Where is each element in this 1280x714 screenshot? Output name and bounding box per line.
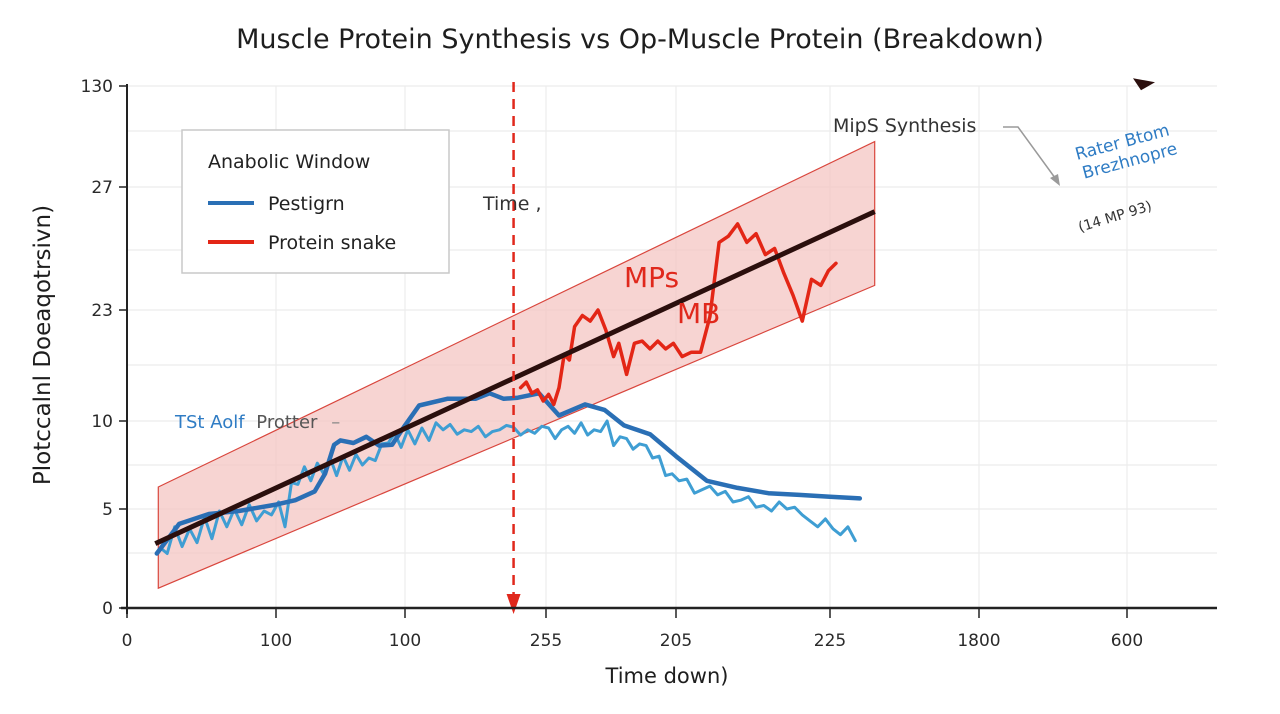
x-tick-label: 0 — [122, 631, 133, 651]
x-tick-label: 255 — [530, 631, 562, 651]
annotation-arrow-head — [1050, 174, 1060, 186]
series-pestigrn-smoothed — [154, 391, 863, 556]
annotation-mips-synthesis: MipS Synthesis — [833, 115, 976, 137]
axes — [121, 84, 1217, 614]
x-tick-label: 205 — [660, 631, 692, 651]
y-axis-ticks: 0 5 10 23 27 130 — [81, 77, 127, 619]
y-tick-label: 0 — [102, 599, 113, 619]
x-tick-label: 100 — [389, 631, 421, 651]
chart-title: Muscle Protein Synthesis vs Op-Muscle Pr… — [236, 24, 1044, 55]
vertical-marker-group — [506, 82, 521, 614]
vertical-marker-arrow — [506, 594, 521, 614]
legend: Anabolic Window Pestigrn Protein snake — [181, 129, 450, 274]
y-tick-label: 130 — [81, 77, 113, 97]
y-tick-label: 5 — [102, 500, 113, 520]
annotation-tst-aolf-protter: TSt Aolf Protter – — [174, 412, 340, 433]
x-tick-label: 225 — [814, 631, 846, 651]
annotation-arrow-line — [1003, 126, 1059, 183]
legend-label-pestigrn: Pestigrn — [268, 193, 345, 215]
legend-title: Anabolic Window — [208, 151, 370, 173]
annotation-dash: – — [331, 412, 340, 433]
legend-label-protein-snake: Protein snake — [268, 232, 396, 254]
x-tick-label: 100 — [260, 631, 292, 651]
y-axis-label: Plotccalnl Doeaqotrsivn) — [30, 205, 56, 485]
trend-line — [154, 209, 876, 546]
y-tick-label: 10 — [91, 412, 113, 432]
annotation-mp-93: (14 MP 93) — [1076, 198, 1153, 236]
series-group — [154, 222, 863, 556]
annotation-protter: Protter — [256, 412, 318, 433]
annotation-time: Time , — [482, 193, 542, 215]
series-pestigrn-raw — [159, 419, 857, 555]
x-axis-label: Time down) — [605, 664, 729, 688]
x-axis-ticks: 0 100 100 255 205 225 1800 600 — [122, 608, 1143, 651]
annotation-mb: MB — [677, 297, 720, 330]
annotation-mps: MPs — [624, 261, 679, 294]
y-tick-label: 23 — [91, 301, 113, 321]
x-tick-label: 600 — [1111, 631, 1143, 651]
y-tick-label: 27 — [91, 178, 113, 198]
trend-group — [154, 78, 1155, 546]
annotation-tst-aolf: TSt Aolf — [174, 412, 245, 433]
series-protein-snake — [518, 222, 838, 407]
x-tick-label: 1800 — [957, 631, 1000, 651]
trend-arrow-head — [1133, 78, 1155, 91]
